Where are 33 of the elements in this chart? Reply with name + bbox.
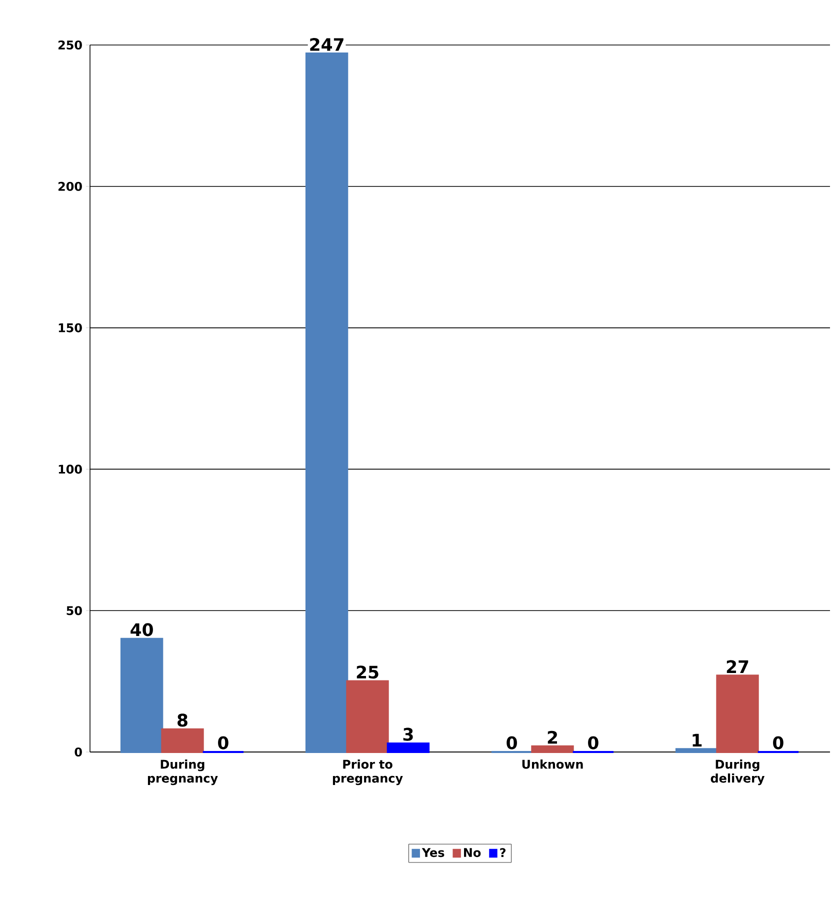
bar <box>716 674 759 753</box>
y-tick-label: 250 <box>58 40 82 50</box>
legend-label: No <box>464 848 481 858</box>
x-tick-label: During delivery <box>710 760 765 786</box>
data-label: 3 <box>403 728 413 741</box>
data-label: 0 <box>588 736 598 750</box>
legend-label: ? <box>500 848 506 857</box>
bar <box>305 52 348 753</box>
data-label: 25 <box>356 666 378 679</box>
y-tick-label: 50 <box>66 606 82 616</box>
y-tick-label: 0 <box>74 747 82 757</box>
x-tick-label: Prior to pregnancy <box>332 760 403 786</box>
y-tick-label: 200 <box>58 182 82 191</box>
data-label: 0 <box>773 736 784 750</box>
x-tick-label: Unknown <box>522 760 583 769</box>
legend-label: Yes <box>422 848 444 858</box>
bar <box>386 742 430 753</box>
bar <box>161 728 204 753</box>
bar <box>120 638 164 753</box>
data-label: 40 <box>130 623 153 636</box>
data-label: 0 <box>218 736 228 750</box>
data-label: 247 <box>310 38 344 51</box>
y-tick-label: 150 <box>58 323 82 332</box>
data-label: 0 <box>506 736 517 750</box>
data-label: 2 <box>548 730 557 744</box>
y-tick-label: 100 <box>58 464 82 474</box>
bar <box>675 748 718 753</box>
bar <box>531 745 574 753</box>
data-label: 8 <box>178 714 188 727</box>
data-label: 27 <box>726 660 748 673</box>
data-label: 1 <box>692 734 702 746</box>
x-tick-label: During pregnancy <box>148 760 218 786</box>
bar <box>346 680 389 753</box>
